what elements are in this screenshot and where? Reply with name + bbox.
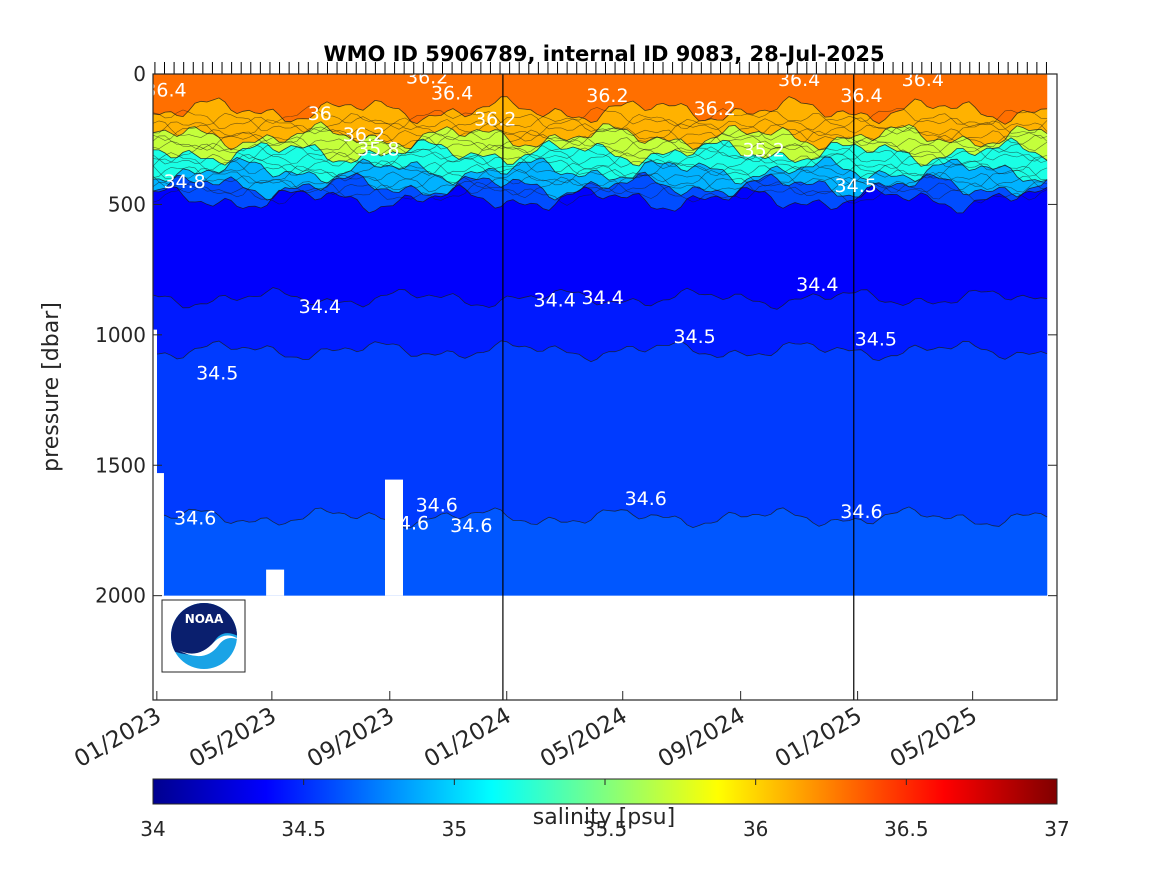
- colorbar-tick-label: 34: [140, 817, 165, 841]
- x-tick-label: 05/2023: [185, 703, 281, 773]
- contour-line: [153, 181, 1048, 206]
- data-gaps: [153, 74, 1057, 700]
- contour-label: 34.5: [835, 175, 877, 197]
- x-tick-label: 01/2024: [420, 703, 516, 773]
- data-gap: [153, 473, 164, 596]
- contour-label: 34.4: [534, 290, 576, 312]
- contour-line: [153, 184, 1048, 214]
- contour-label: 36.4: [840, 85, 882, 107]
- colorbar-tick-label: 35.5: [583, 817, 628, 841]
- colorbar-tick-label: 34.5: [281, 817, 326, 841]
- contour-label: 34.4: [581, 287, 623, 309]
- contour-label: 36.4: [778, 69, 820, 91]
- contour-label: 36.4: [902, 69, 944, 91]
- x-tick-label: 09/2024: [654, 703, 750, 773]
- profile-ticks: [154, 62, 1047, 74]
- contour-label: 36.2: [474, 108, 516, 130]
- contour-label: 35.8: [357, 138, 399, 160]
- contour-line: [153, 163, 1048, 189]
- contour-line: [153, 287, 1048, 310]
- after-last-profile-region: [1051, 74, 1057, 700]
- colorbar-ticks: 34 34.5 35 35.5 36 36.5 37: [140, 779, 1070, 841]
- x-tick-label: 01/2025: [771, 703, 867, 773]
- contour-labels: 36.436.236.4 36.236.23636.235.836.236.436…: [144, 67, 944, 537]
- colorbar-label: salinity [psu]: [533, 805, 675, 830]
- contour-label: 34.4: [796, 274, 838, 296]
- contour-label: 36.2: [406, 67, 448, 89]
- contour-line: [153, 129, 1048, 154]
- contour-label: 34.6: [840, 501, 882, 523]
- colorbar-tick-label: 37: [1044, 817, 1069, 841]
- contour-line: [153, 171, 1048, 201]
- contour-line: [153, 112, 1048, 137]
- x-tick-label: 09/2023: [303, 703, 399, 773]
- noaa-logo-text: NOAA: [185, 612, 224, 626]
- contour-line: [153, 117, 1048, 143]
- y-tick-label: 1500: [95, 453, 146, 477]
- contour-line: [153, 156, 1048, 186]
- salinity-bands: [153, 74, 1048, 596]
- contour-label: 34.6: [416, 494, 458, 516]
- below-profile-region: [153, 595, 1057, 700]
- contour-line: [153, 134, 1048, 160]
- x-tick-label: 01/2023: [70, 703, 166, 773]
- contour-label: 36.4: [144, 80, 186, 102]
- contour-label: 34.6: [625, 488, 667, 510]
- year-boundary-lines: [502, 74, 855, 700]
- colorbar-tick-label: 36: [743, 817, 768, 841]
- contour-line: [153, 140, 1048, 165]
- x-tick-label: 05/2025: [886, 703, 982, 773]
- data-gap: [266, 569, 285, 596]
- y-tick-label: 0: [133, 62, 146, 86]
- chart-title: WMO ID 5906789, internal ID 9083, 28-Jul…: [323, 42, 884, 66]
- x-axis: 01/2023 05/2023 09/2023 01/2024 05/2024 09/20…: [70, 691, 982, 773]
- contour-label: 36.4: [431, 82, 473, 104]
- contour-line: [153, 506, 1048, 529]
- contour-label: 34.4: [299, 296, 341, 318]
- contour-line: [153, 340, 1048, 363]
- contour-label: 36.2: [586, 85, 628, 107]
- contour-label: 34.5: [855, 329, 897, 351]
- contour-label: 34.6: [450, 515, 492, 537]
- x-tick-label: 05/2024: [536, 703, 632, 773]
- contour-line: [153, 121, 1048, 151]
- data-gap: [153, 329, 157, 596]
- contour-line: [153, 122, 1048, 148]
- noaa-logo: NOAA: [161, 599, 246, 673]
- contour-lines: [153, 96, 1048, 529]
- y-tick-label: 500: [108, 192, 146, 216]
- y-tick-label: 2000: [95, 584, 146, 608]
- contour-line: [153, 105, 1048, 131]
- y-tick-label: 1000: [95, 323, 146, 347]
- contour-label: 34.5: [196, 363, 238, 385]
- contour-line: [153, 146, 1048, 171]
- data-gap: [384, 479, 403, 596]
- contour-label: 34.6: [174, 507, 216, 529]
- contour-label: 36: [308, 103, 332, 125]
- contour-line: [153, 175, 1048, 200]
- contour-label: 36.2: [694, 98, 736, 120]
- salinity-band: [153, 340, 1048, 529]
- contour-label: 34.6: [387, 513, 429, 535]
- y-axis: 0 500 1000 1500 2000: [95, 62, 1057, 608]
- contour-label: 36.2: [343, 124, 385, 146]
- contour-label: 34.8: [163, 171, 205, 193]
- colorbar-tick-label: 35: [442, 817, 467, 841]
- contour-label: 35.2: [742, 140, 784, 162]
- y-axis-label: pressure [dbar]: [39, 302, 64, 472]
- contour-label: 34.5: [673, 326, 715, 348]
- contour-line: [153, 158, 1048, 183]
- colorbar-tick-label: 36.5: [884, 817, 929, 841]
- axes-frame: [152, 73, 1058, 701]
- contour-line: [153, 96, 1048, 125]
- contour-line: [153, 151, 1048, 177]
